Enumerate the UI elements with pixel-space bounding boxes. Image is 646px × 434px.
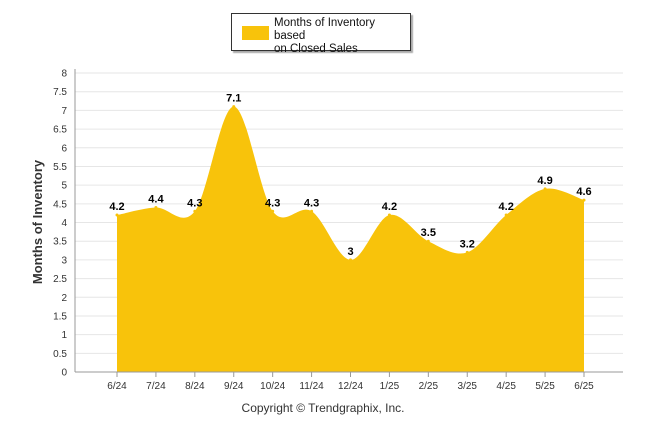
y-tick-label: 3.5 [53,237,67,248]
y-tick-label: 4.5 [53,199,67,210]
legend-swatch [242,26,269,40]
data-label: 4.3 [265,197,280,209]
x-tick-label: 12/24 [338,381,363,392]
y-tick-label: 6.5 [53,125,67,136]
y-axis-label: Months of Inventory [30,159,45,284]
x-tick-label: 5/25 [535,381,555,392]
data-point [271,209,275,213]
data-point [154,206,158,210]
legend: Months of Inventory based on Closed Sale… [231,13,411,55]
x-tick-label: 11/24 [299,381,324,392]
data-label: 4.2 [109,201,124,213]
x-tick-label: 9/24 [224,381,244,392]
x-tick-label: 1/25 [380,381,400,392]
y-tick-label: 1.5 [53,311,67,322]
y-tick-label: 4 [61,218,67,229]
data-label: 4.3 [187,197,202,209]
area-fill [117,106,584,372]
y-tick-label: 6 [61,143,67,154]
data-label: 4.3 [304,197,319,209]
x-tick-label: 4/25 [496,381,516,392]
data-label: 4.9 [537,175,552,187]
data-labels: 4.2 4.4 4.3 7.1 4.3 4.3 3 4.2 3.5 3.2 4.2 4.9 4.6 [109,93,592,262]
x-tick-label: 6/25 [574,381,594,392]
y-tick-label: 2 [61,293,67,304]
y-tick-label: 5 [61,181,67,192]
y-tick-label: 0 [61,368,67,379]
data-point [310,209,314,213]
data-point [115,213,119,217]
axes: 0 0.5 1 1.5 2 2.5 3 3.5 4 4.5 5 5.5 6 6.5 7 7.5 8 6/24 7/2… [53,69,623,392]
data-point [426,239,430,243]
data-label: 4.6 [576,186,591,198]
copyright: Copyright © Trendgraphix, Inc. [241,401,405,415]
area-series [117,106,584,372]
data-point [582,198,586,202]
data-point [349,258,352,262]
data-label: 4.2 [382,201,397,213]
y-tick-label: 1 [61,330,67,341]
y-tick-label: 5.5 [53,162,67,173]
legend-label-line1: Months of Inventory based [274,17,375,42]
y-tick-label: 7 [61,106,67,117]
data-point [193,209,197,213]
x-tick-label: 6/24 [107,381,127,392]
x-tick-label: 7/24 [146,381,166,392]
x-tick-label: 10/24 [260,381,285,392]
y-tick-label: 3 [61,255,67,266]
data-label: 3.5 [421,227,436,239]
x-tick-label: 8/24 [185,381,205,392]
legend-label-line2: on Closed Sales [274,43,358,55]
x-tick-label: 2/25 [419,381,439,392]
data-point [232,105,236,109]
data-point [504,213,508,217]
data-label: 7.1 [226,93,241,105]
y-tick-label: 7.5 [53,87,67,98]
data-label: 3.2 [460,238,475,250]
data-label: 4.2 [499,201,514,213]
data-point [465,250,469,254]
data-point [387,213,391,217]
y-tick-label: 8 [61,69,67,80]
data-label: 3 [347,246,353,258]
y-tick-label: 2.5 [53,274,67,285]
legend-label: Months of Inventory based on Closed Sale… [274,17,408,56]
data-label: 4.4 [148,194,164,206]
y-tick-label: 0.5 [53,349,67,360]
data-point [543,187,547,191]
x-tick-label: 3/25 [458,381,478,392]
